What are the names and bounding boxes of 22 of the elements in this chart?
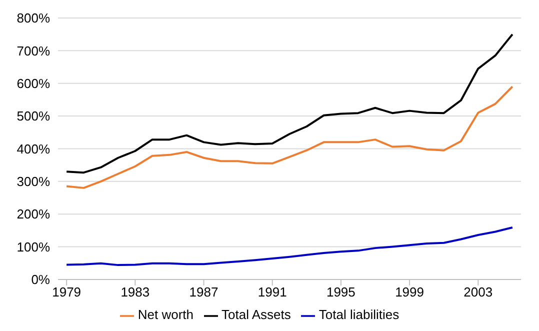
y-tick-label: 600% (16, 76, 50, 91)
x-tick-label: 1979 (52, 284, 82, 300)
y-tick-label: 100% (16, 239, 50, 254)
legend-label: Net worth (138, 307, 194, 322)
x-tick-label: 1987 (189, 284, 218, 300)
legend-label: Total Assets (222, 307, 291, 322)
y-tick-label: 0% (31, 272, 50, 288)
legend-label: Total liabilities (318, 307, 400, 322)
y-tick-label: 200% (16, 206, 50, 222)
y-tick-label: 300% (16, 174, 50, 190)
x-tick-label: 1999 (395, 284, 424, 300)
line-series (66, 86, 514, 189)
x-tick-label: 1995 (326, 284, 356, 300)
line-series (66, 33, 514, 174)
x-tick-label: 2003 (464, 284, 493, 300)
line-series (66, 226, 514, 266)
x-tick-label: 1991 (258, 284, 287, 300)
y-tick-label: 500% (16, 108, 50, 124)
y-tick-label: 700% (16, 43, 50, 58)
x-tick-label: 1983 (120, 284, 150, 300)
y-tick-label: 800% (16, 10, 50, 26)
y-tick-label: 400% (16, 141, 50, 156)
